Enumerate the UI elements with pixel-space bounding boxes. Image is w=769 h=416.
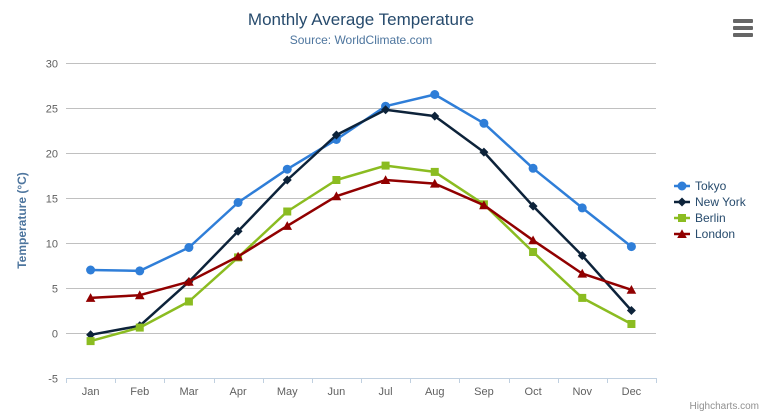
data-point-london[interactable] xyxy=(184,276,194,286)
x-tick-label: Jul xyxy=(379,386,393,398)
data-point-london[interactable] xyxy=(528,235,538,245)
data-point-london[interactable] xyxy=(626,285,637,294)
data-point-london[interactable] xyxy=(331,191,342,201)
chart-title: Monthly Average Temperature xyxy=(247,10,475,29)
series-line-berlin[interactable] xyxy=(89,164,633,343)
series-tokyo[interactable] xyxy=(86,90,636,276)
y-axis-labels: -5 0 5 10 15 20 25 30 xyxy=(46,59,58,386)
x-tick-label: Dec xyxy=(622,386,642,398)
data-point-berlin[interactable] xyxy=(627,320,636,328)
data-point-new-york[interactable] xyxy=(626,306,636,315)
x-tick-label: Feb xyxy=(130,386,149,398)
data-point-berlin[interactable] xyxy=(332,176,341,184)
data-point-new-york[interactable] xyxy=(430,111,440,121)
data-point-berlin[interactable] xyxy=(381,161,390,170)
menu-bar xyxy=(733,26,753,30)
series-line-london[interactable] xyxy=(89,178,633,300)
data-point-new-york[interactable] xyxy=(282,175,292,185)
data-point-london[interactable] xyxy=(134,290,145,300)
data-point-tokyo[interactable] xyxy=(86,265,96,275)
legend-label: New York xyxy=(695,195,746,209)
legend-marker-icon xyxy=(674,181,690,191)
data-point-berlin[interactable] xyxy=(86,337,95,346)
data-point-london[interactable] xyxy=(282,221,293,230)
legend-label: London xyxy=(695,227,736,241)
x-tick-label: Mar xyxy=(179,386,198,398)
legend-marker-icon xyxy=(674,214,690,222)
menu-bar xyxy=(733,19,753,23)
highcharts-credit-link[interactable]: Highcharts.com xyxy=(689,401,759,412)
data-point-london[interactable] xyxy=(479,200,489,210)
data-point-berlin[interactable] xyxy=(184,297,193,306)
y-tick-label: 20 xyxy=(46,149,58,161)
chart-subtitle: Source: WorldClimate.com xyxy=(289,33,433,47)
y-tick-label: 15 xyxy=(46,194,58,206)
legend-label: Berlin xyxy=(695,211,726,225)
series-line-tokyo[interactable] xyxy=(89,93,633,273)
data-point-tokyo[interactable] xyxy=(135,266,145,276)
y-tick-label: 25 xyxy=(46,104,58,116)
hamburger-menu-icon[interactable] xyxy=(733,19,753,37)
data-point-tokyo[interactable] xyxy=(282,164,292,174)
x-tick-label: Aug xyxy=(425,386,445,398)
data-point-tokyo[interactable] xyxy=(528,163,538,173)
y-tick-label: 30 xyxy=(46,59,58,71)
x-tick-label: Jun xyxy=(328,386,346,398)
data-point-london[interactable] xyxy=(429,178,440,188)
x-tick-label: Nov xyxy=(572,386,592,398)
data-point-tokyo[interactable] xyxy=(430,90,440,99)
data-point-new-york[interactable] xyxy=(233,226,243,236)
y-tick-label: 0 xyxy=(52,329,58,341)
data-point-london[interactable] xyxy=(577,268,588,278)
data-point-new-york[interactable] xyxy=(381,105,391,115)
data-point-new-york[interactable] xyxy=(86,330,96,340)
data-point-london[interactable] xyxy=(380,175,391,184)
x-tick-label: May xyxy=(277,386,298,398)
data-point-new-york[interactable] xyxy=(577,251,587,261)
gridlines xyxy=(66,63,656,379)
legend-marker-icon xyxy=(674,197,690,207)
legend-item-new-york[interactable]: New York xyxy=(674,194,746,210)
legend-item-tokyo[interactable]: Tokyo xyxy=(674,178,746,194)
data-point-tokyo[interactable] xyxy=(233,198,243,207)
legend-label: Tokyo xyxy=(695,179,727,193)
data-point-berlin[interactable] xyxy=(283,207,292,216)
data-point-new-york[interactable] xyxy=(528,201,538,211)
data-point-london[interactable] xyxy=(85,293,96,302)
x-tick-label: Oct xyxy=(525,386,542,398)
x-tick-label: Apr xyxy=(230,386,247,398)
x-tick-label: Jan xyxy=(82,386,100,398)
menu-bar xyxy=(733,33,753,37)
data-point-tokyo[interactable] xyxy=(626,242,636,252)
data-point-london[interactable] xyxy=(233,251,243,261)
data-point-berlin[interactable] xyxy=(135,323,144,332)
series-line-new-york[interactable] xyxy=(89,108,633,337)
series-new-york[interactable] xyxy=(86,105,636,340)
y-axis-title: Temperature (°C) xyxy=(15,172,29,269)
data-point-berlin[interactable] xyxy=(578,293,587,302)
data-point-new-york[interactable] xyxy=(479,147,489,157)
legend: Tokyo New York Berlin London xyxy=(674,178,746,242)
data-point-tokyo[interactable] xyxy=(577,203,587,213)
data-point-berlin[interactable] xyxy=(430,167,439,176)
x-axis: Jan Feb Mar Apr May Jun Jul Aug Sep Oct Nov Dec xyxy=(66,378,657,398)
y-tick-label: 5 xyxy=(52,284,58,296)
data-point-new-york[interactable] xyxy=(331,130,341,140)
legend-marker-icon xyxy=(674,229,690,238)
x-tick-label: Sep xyxy=(474,386,494,398)
data-point-tokyo[interactable] xyxy=(479,118,489,128)
data-point-berlin[interactable] xyxy=(529,248,538,256)
legend-item-berlin[interactable]: Berlin xyxy=(674,210,746,226)
series-london[interactable] xyxy=(85,175,637,302)
y-tick-label: 10 xyxy=(46,239,58,251)
y-tick-label: -5 xyxy=(48,374,58,386)
legend-item-london[interactable]: London xyxy=(674,226,746,242)
data-point-tokyo[interactable] xyxy=(184,243,194,252)
